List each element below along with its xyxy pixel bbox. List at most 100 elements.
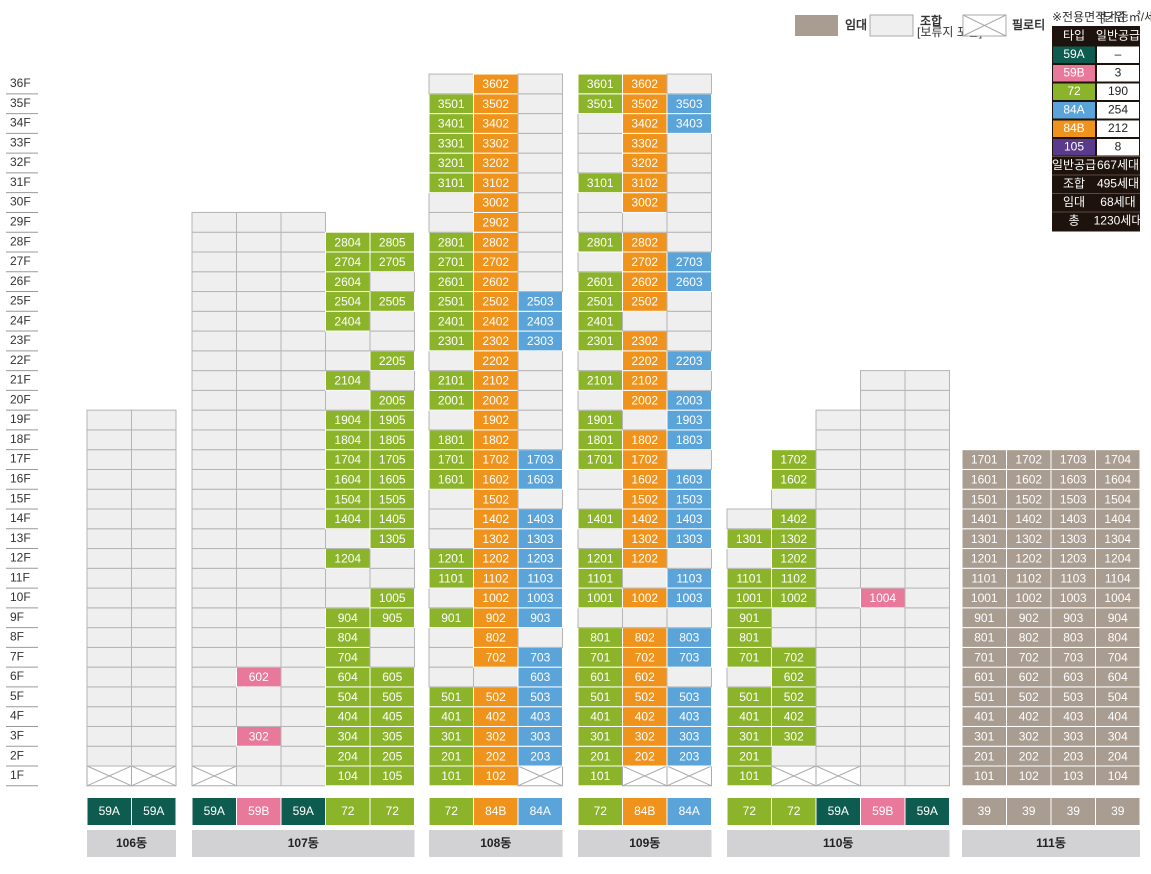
unit-number: 1504	[334, 492, 361, 506]
unit-number: 2104	[334, 374, 361, 388]
summary-type-cell	[1053, 120, 1095, 137]
summary-count-cell	[1097, 139, 1139, 156]
unit-number: 3101	[438, 176, 465, 190]
unit-cell	[369, 370, 415, 391]
unit-number: 904	[1108, 611, 1128, 625]
unit-number: 802	[635, 631, 655, 645]
unit-cell	[517, 132, 563, 154]
unit-number: 402	[486, 710, 506, 724]
unit-cell	[622, 310, 668, 332]
unit-cell	[517, 350, 563, 372]
summary-type-cell	[1053, 102, 1095, 119]
unit-number: 1103	[527, 571, 553, 585]
type-label: 84A	[679, 804, 700, 818]
unit-cell	[280, 528, 326, 550]
unit-cell	[860, 429, 906, 451]
unit-number: 302	[784, 730, 804, 744]
floor-label: 27F	[10, 254, 31, 268]
unit-number: 1405	[379, 512, 406, 526]
unit-number: 2202	[631, 354, 658, 368]
unit-number: 1502	[1015, 492, 1042, 506]
unit-number: 2202	[482, 354, 509, 368]
unit-number: 101	[739, 769, 759, 783]
unit-cell	[577, 192, 623, 213]
unit-number: 102	[486, 769, 506, 783]
unit-cell	[280, 211, 326, 233]
unit-number: 704	[1108, 650, 1128, 664]
unit-number: 2902	[482, 215, 509, 229]
unit-cell	[86, 725, 132, 747]
unit-cell	[236, 330, 282, 352]
unit-number: 1002	[1015, 591, 1042, 605]
unit-number: 901	[739, 611, 759, 625]
unit-number: 1805	[379, 433, 406, 447]
unit-cell	[577, 528, 623, 550]
unit-number: 701	[739, 650, 759, 664]
unit-number: 301	[974, 730, 994, 744]
unit-number: 601	[590, 670, 610, 684]
unit-number: 1001	[587, 591, 614, 605]
type-box	[237, 798, 281, 825]
unit-cell	[191, 646, 237, 668]
unit-number: 703	[1063, 650, 1083, 664]
legend-rental-label: 임대	[845, 18, 867, 32]
unit-number: 1504	[1104, 492, 1131, 506]
unit-number: 1702	[1015, 453, 1042, 467]
unit-cell	[428, 508, 474, 530]
unit-cell	[86, 528, 132, 550]
unit-number: 501	[739, 690, 759, 704]
summary-type: 72	[1067, 84, 1081, 98]
unit-number: 1301	[971, 532, 998, 546]
unit-cell	[666, 152, 712, 174]
unit-cell	[904, 587, 950, 609]
unit-cell	[280, 666, 326, 688]
unit-number: 101	[974, 769, 994, 783]
unit-cell	[815, 745, 861, 767]
unit-cell	[325, 389, 371, 411]
unit-number: 302	[249, 730, 269, 744]
type-box	[578, 798, 622, 825]
unit-number: 3602	[631, 77, 658, 91]
type-box	[281, 798, 325, 825]
type-label: 59A	[293, 804, 314, 818]
type-label: 39	[1111, 804, 1125, 818]
unit-number: 2603	[676, 275, 703, 289]
unit-number: 1905	[379, 413, 406, 427]
unit-cell	[860, 389, 906, 411]
type-box	[1096, 798, 1140, 825]
unit-cell	[517, 627, 563, 648]
unit-cell	[815, 706, 861, 727]
unit-cell	[369, 330, 415, 352]
summary-total: 1230세대	[1094, 213, 1143, 227]
type-box	[429, 798, 473, 825]
summary-count-cell	[1097, 102, 1139, 119]
unit-number: 1702	[482, 453, 509, 467]
unit-number: 1403	[676, 512, 703, 526]
unit-number: 603	[1063, 670, 1083, 684]
unit-cell	[280, 231, 326, 253]
summary-type: 84B	[1063, 121, 1084, 135]
unit-cell	[191, 706, 237, 727]
unit-number: 3401	[438, 117, 465, 131]
unit-number: 1003	[676, 591, 703, 605]
unit-cell	[131, 548, 177, 569]
unit-cell	[369, 646, 415, 668]
unit-cell	[236, 389, 282, 411]
unit-number: 604	[338, 670, 358, 684]
unit-cell	[517, 192, 563, 213]
unit-number: 2002	[631, 393, 658, 407]
unit-number: 3503	[676, 97, 703, 111]
unit-cell	[904, 409, 950, 431]
unit-number: 2702	[631, 255, 658, 269]
unit-cell	[904, 627, 950, 648]
unit-cell	[131, 587, 177, 609]
unit-number: 1101	[971, 571, 997, 585]
type-box	[326, 798, 370, 825]
unit-number: 305	[382, 730, 402, 744]
unit-number: 1904	[334, 413, 361, 427]
unit-number: 3202	[631, 156, 658, 170]
unit-cell	[369, 231, 415, 253]
unit-number: 1804	[334, 433, 361, 447]
unit-number: 404	[338, 710, 358, 724]
unit-cell	[904, 429, 950, 451]
